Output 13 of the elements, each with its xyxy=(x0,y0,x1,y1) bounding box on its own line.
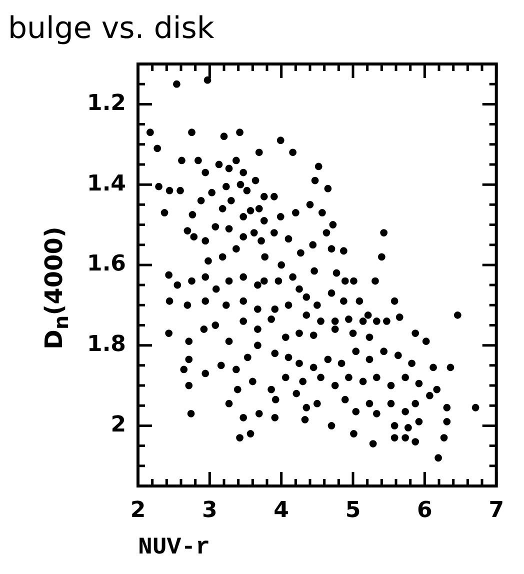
y-tick-label: 1.6 xyxy=(87,252,126,277)
chart-title: bulge vs. disk xyxy=(8,10,215,46)
x-tick-label: 3 xyxy=(202,498,218,523)
x-tick-label: 6 xyxy=(417,498,432,523)
x-axis-title: NUV-r xyxy=(138,534,210,562)
x-tick-label: 4 xyxy=(274,498,289,523)
x-tick-label: 7 xyxy=(488,498,504,523)
y-tick-label: 1.8 xyxy=(87,332,126,358)
x-tick-label: 2 xyxy=(130,498,146,523)
y-tick-label: 2 xyxy=(110,412,126,438)
x-tick-label: 5 xyxy=(345,498,361,523)
y-tick-label: 1.2 xyxy=(87,90,126,116)
y-tick-label: 1.4 xyxy=(87,171,126,196)
